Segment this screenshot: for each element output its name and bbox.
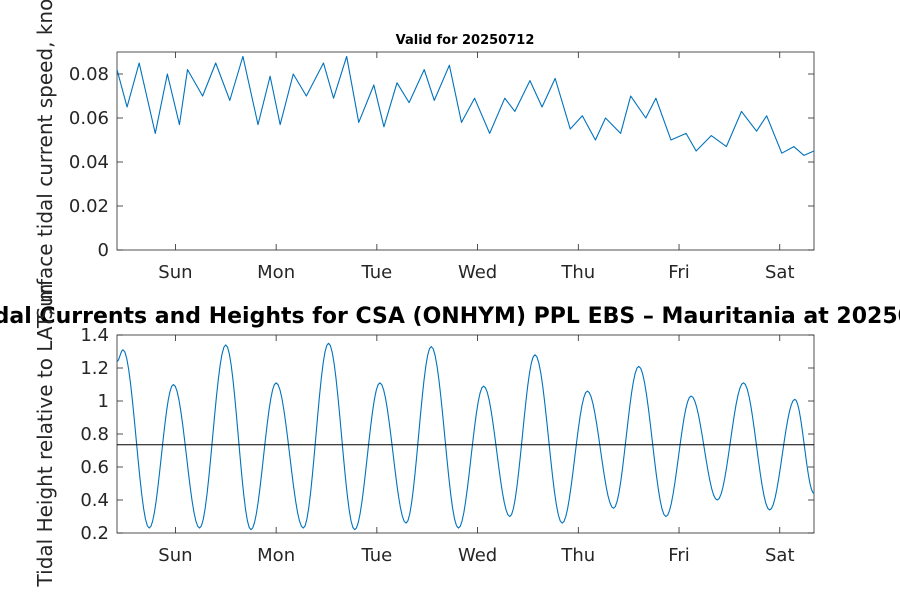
tidal-height-y-tick-label: 0.2	[80, 523, 109, 544]
current-speed-y-tick-label: 0.08	[69, 64, 109, 85]
tidal-height-x-tick-label: Mon	[257, 545, 295, 566]
current-speed-x-tick-label: Fri	[668, 262, 689, 283]
tidal-height-chart-title: Tidal Currents and Heights for CSA (ONHY…	[0, 304, 900, 329]
current-speed-x-tick-label: Tue	[360, 262, 392, 283]
tidal-height-y-tick-label: 0.4	[80, 490, 109, 511]
current-speed-y-tick-label: 0.04	[69, 152, 109, 173]
tidal-height-y-tick-label: 1	[98, 391, 109, 412]
tidal-height-series-line	[116, 342, 815, 531]
tidal-height-x-tick-label: Fri	[668, 545, 689, 566]
current-speed-chart-title: Valid for 20250712	[396, 33, 535, 48]
current-speed-x-tick-label: Mon	[257, 262, 295, 283]
current-speed-y-tick-label: 0.02	[69, 196, 109, 217]
tidal-height-y-axis-label: Tidal Height relative to LAT, m	[33, 284, 57, 588]
tidal-height-y-tick-label: 0.8	[80, 424, 109, 445]
current-speed-x-tick-label: Sun	[158, 262, 192, 283]
current-speed-chart: 0 0.02 0.04 0.06 0.08 Sun Mon Tue Wed Thu Fri Sat	[69, 51, 815, 283]
tidal-height-x-tick-label: Sat	[765, 545, 795, 566]
current-speed-y-tick-label: 0.06	[69, 108, 109, 129]
tidal-height-x-tick-label: Tue	[360, 545, 392, 566]
tidal-height-x-tick-label: Thu	[560, 545, 595, 566]
tidal-height-chart: 0.2 0.4 0.6 0.8 1 1.2 1.4 Sun Mon Tue Wed Thu Fri Sat	[80, 325, 815, 566]
current-speed-y-tick-label: 0	[98, 240, 109, 261]
current-speed-y-axis-label: Surface tidal current speed, knots	[33, 0, 57, 320]
tidal-height-x-tick-label: Sun	[158, 545, 192, 566]
current-speed-series-line	[116, 55, 815, 156]
current-speed-x-tick-label: Wed	[458, 262, 497, 283]
current-speed-x-tick-label: Thu	[560, 262, 595, 283]
tidal-height-y-tick-label: 1.2	[80, 358, 109, 379]
current-speed-x-tick-label: Sat	[765, 262, 795, 283]
tidal-height-x-tick-label: Wed	[458, 545, 497, 566]
tidal-height-y-tick-label: 0.6	[80, 457, 109, 478]
tidal-height-y-tick-label: 1.4	[80, 325, 109, 346]
